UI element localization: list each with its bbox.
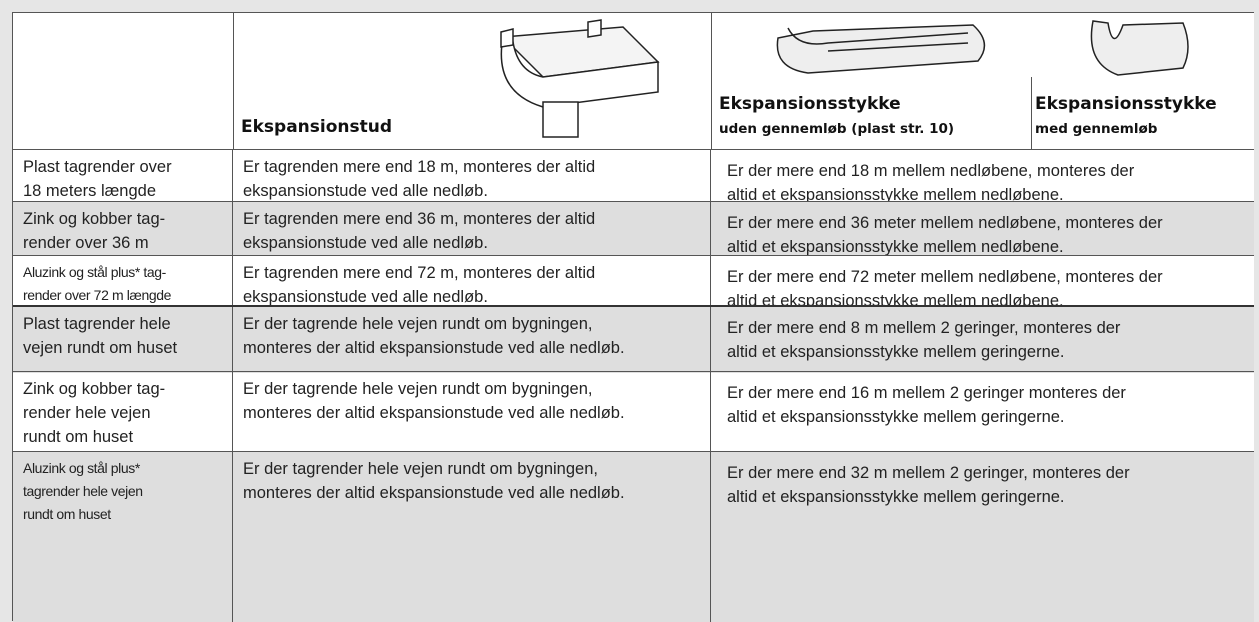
gutter-outlet-illustration bbox=[500, 19, 660, 138]
table-cell: Aluzink og stål plus* tag- render over 7… bbox=[13, 256, 233, 306]
table-cell: Aluzink og stål plus* tagrender hele vej… bbox=[13, 452, 233, 622]
divider bbox=[233, 13, 234, 149]
table-row: Zink og kobber tag- render over 36 m Er t… bbox=[13, 201, 1254, 256]
expansion-piece-illustration bbox=[1090, 20, 1189, 76]
table-row: Aluzink og stål plus* tag- render over 7… bbox=[13, 255, 1254, 310]
table-cell: Er der mere end 16 m mellem 2 geringer m… bbox=[727, 384, 1126, 426]
table-row: Aluzink og stål plus* tagrender hele vej… bbox=[13, 451, 1254, 622]
table-cell: Er der tagrende hele vejen rundt om bygn… bbox=[233, 307, 711, 373]
table-cell: Er tagrenden mere end 36 m, monteres der… bbox=[233, 202, 711, 256]
table: Ekspansionstud Ekspansionsstykke uden ge… bbox=[12, 12, 1254, 622]
divider bbox=[711, 13, 712, 149]
table-cell: Er der mere end 36 meter mellem nedløben… bbox=[727, 214, 1163, 256]
table-cell: Er der mere end 32 m mellem 2 geringer, … bbox=[727, 464, 1130, 506]
divider bbox=[1031, 77, 1032, 149]
table-cell: Er der mere end 18 m mellem nedløbene, m… bbox=[727, 162, 1135, 204]
expansion-piece-illustration bbox=[776, 24, 986, 74]
header-subtitle: med gennemløb bbox=[1035, 121, 1158, 137]
header-title: Ekspansionstud bbox=[241, 117, 393, 137]
header-title: Ekspansionsstykke bbox=[1035, 94, 1217, 114]
table-cell: Zink og kobber tag- render over 36 m bbox=[13, 202, 233, 256]
header-subtitle: uden gennemløb (plast str. 10) bbox=[719, 121, 955, 137]
table-cell: Plast tagrender over 18 meters længde bbox=[13, 150, 233, 202]
table-cell: Er tagrenden mere end 72 m, monteres der… bbox=[233, 256, 711, 306]
table-cell: Er tagrenden mere end 18 m, monteres der… bbox=[233, 150, 711, 202]
table-row: Plast tagrender hele vejen rundt om huse… bbox=[13, 305, 1254, 373]
table-row: Zink og kobber tag- render hele vejen ru… bbox=[13, 371, 1254, 452]
table-cell: Zink og kobber tag- render hele vejen ru… bbox=[13, 372, 233, 452]
table-cell: Er der tagrender hele vejen rundt om byg… bbox=[233, 452, 711, 622]
table-cell: Er der tagrende hele vejen rundt om bygn… bbox=[233, 372, 711, 452]
table-cell: Er der mere end 72 meter mellem nedløben… bbox=[727, 268, 1163, 310]
table-cell: Er der mere end 8 m mellem 2 geringer, m… bbox=[727, 319, 1121, 361]
table-row: Plast tagrender over 18 meters længde Er … bbox=[13, 149, 1254, 204]
header-title: Ekspansionsstykke bbox=[719, 94, 901, 114]
table-cell: Plast tagrender hele vejen rundt om huse… bbox=[13, 307, 233, 373]
